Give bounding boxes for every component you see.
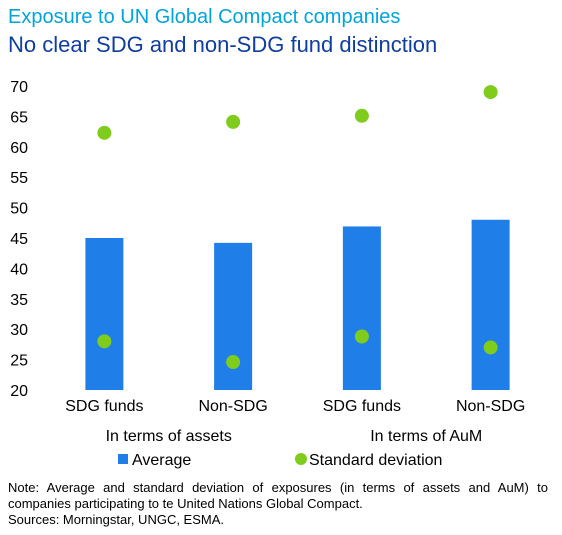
- chart-sources: Sources: Morningstar, UNGC, ESMA.: [8, 512, 225, 527]
- point-marker: [97, 125, 112, 140]
- y-tick-label: 25: [10, 353, 28, 370]
- y-tick-label: 70: [10, 79, 28, 96]
- point-marker: [226, 114, 241, 129]
- legend-swatch-std-dev: [295, 453, 307, 465]
- point-marker: [483, 85, 498, 100]
- point-marker: [354, 329, 369, 344]
- legend-swatch-average: [118, 454, 128, 464]
- group-label: In terms of assets: [106, 428, 232, 445]
- chart-subtitle: No clear SDG and non-SDG fund distinctio…: [8, 32, 438, 57]
- y-tick-label: 60: [10, 140, 28, 157]
- y-tick-label: 30: [10, 322, 28, 339]
- point-marker: [226, 355, 241, 370]
- bar: [85, 238, 124, 390]
- legend-label: Standard deviation: [309, 452, 442, 469]
- point-marker: [354, 108, 369, 123]
- x-tick-label: Non-SDG: [456, 398, 525, 415]
- x-tick-label: SDG funds: [65, 398, 143, 415]
- bar-chart: 20 25 30 35 40 45 50 55 60 65 70 SDG funds Non-SDG SD…: [10, 79, 525, 469]
- point-marker: [97, 334, 112, 349]
- bar: [342, 226, 381, 390]
- y-tick-label: 65: [10, 109, 28, 126]
- legend-label: Average: [132, 452, 191, 469]
- y-tick-label: 45: [10, 231, 28, 248]
- chart-title: Exposure to UN Global Compact companies: [8, 6, 401, 28]
- x-tick-label: Non-SDG: [198, 398, 267, 415]
- y-tick-label: 40: [10, 261, 28, 278]
- y-tick-label: 50: [10, 201, 28, 218]
- group-label: In terms of AuM: [370, 428, 482, 445]
- y-tick-label: 35: [10, 292, 28, 309]
- chart-note: Note: Average and standard deviation of …: [8, 480, 548, 511]
- bar: [471, 219, 510, 390]
- y-tick-label: 20: [10, 383, 28, 400]
- point-marker: [483, 340, 498, 355]
- x-tick-label: SDG funds: [323, 398, 401, 415]
- y-tick-label: 55: [10, 170, 28, 187]
